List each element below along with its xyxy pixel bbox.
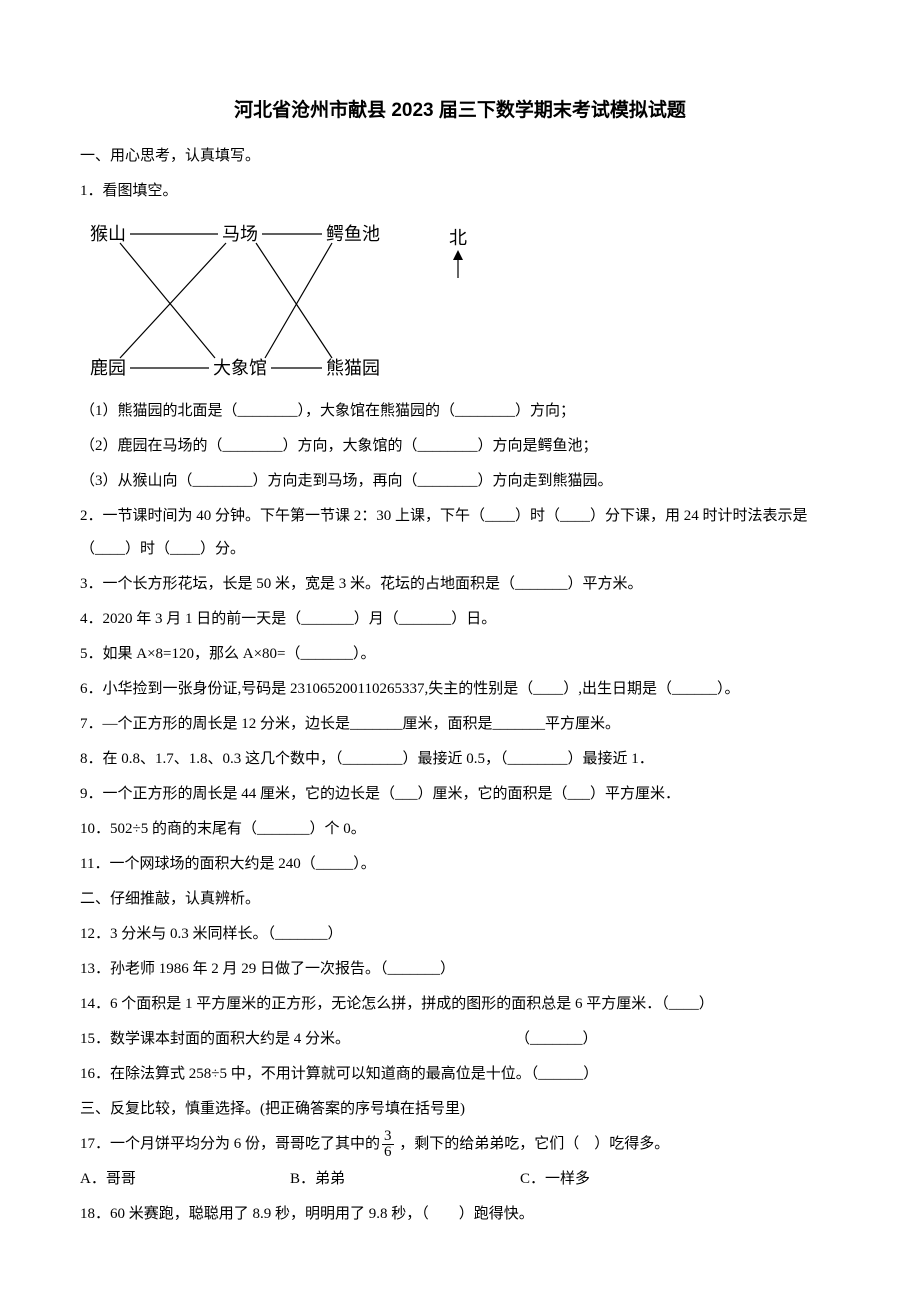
q17-option-c: C．一样多 [520, 1163, 840, 1196]
q17-option-a: A．哥哥 [80, 1163, 290, 1196]
q16: 16．在除法算式 258÷5 中，不用计算就可以知道商的最高位是十位。（____… [80, 1058, 840, 1091]
svg-text:鳄鱼池: 鳄鱼池 [326, 224, 380, 244]
q7: 7．—个正方形的周长是 12 分米，边长是_______厘米，面积是______… [80, 708, 840, 741]
svg-text:猴山: 猴山 [90, 224, 126, 244]
svg-text:马场: 马场 [222, 224, 258, 244]
q8: 8．在 0.8、1.7、1.8、0.3 这几个数中，（________）最接近 … [80, 743, 840, 776]
q6: 6．小华捡到一张身份证,号码是 231065200110265337,失主的性别… [80, 673, 840, 706]
q15: 15．数学课本封面的面积大约是 4 分米。 （_______） [80, 1023, 840, 1056]
svg-text:大象馆: 大象馆 [213, 358, 267, 378]
q17-before: 17．一个月饼平均分为 6 份，哥哥吃了其中的 [80, 1136, 380, 1152]
q17-option-b: B．弟弟 [290, 1163, 520, 1196]
q1-diagram: 猴山 马场 鳄鱼池鹿园 大象馆 熊猫园 北 [80, 216, 840, 391]
q2: 2．一节课时间为 40 分钟。下午第一节课 2：30 上课，下午（____）时（… [80, 500, 840, 566]
section-1-header: 一、用心思考，认真填写。 [80, 140, 840, 173]
q17-frac-num: 3 [382, 1129, 394, 1145]
q13: 13．孙老师 1986 年 2 月 29 日做了一次报告。（_______） [80, 953, 840, 986]
q3: 3．一个长方形花坛，长是 50 米，宽是 3 米。花坛的占地面积是（______… [80, 568, 840, 601]
q10: 10．502÷5 的商的末尾有（_______）个 0。 [80, 813, 840, 846]
exam-title: 河北省沧州市献县 2023 届三下数学期末考试模拟试题 [80, 90, 840, 132]
q1-sub3: （3）从猴山向（________）方向走到马场，再向（________）方向走到… [80, 465, 840, 498]
q9: 9．一个正方形的周长是 44 厘米，它的边长是（___）厘米，它的面积是（___… [80, 778, 840, 811]
q1-sub1: （1）熊猫园的北面是（________），大象馆在熊猫园的（________）方… [80, 395, 840, 428]
q18: 18．60 米赛跑，聪聪用了 8.9 秒，明明用了 9.8 秒，（ ）跑得快。 [80, 1198, 840, 1231]
q17-after: ，剩下的给弟弟吃，它们（ ）吃得多。 [396, 1136, 670, 1152]
q17-frac-den: 6 [382, 1145, 394, 1160]
svg-text:熊猫园: 熊猫园 [326, 358, 380, 378]
section-3-header: 三、反复比较，慎重选择。(把正确答案的序号填在括号里) [80, 1093, 840, 1126]
q11: 11．一个网球场的面积大约是 240（_____）。 [80, 848, 840, 881]
q17-fraction: 36 [382, 1129, 394, 1160]
q17-options: A．哥哥 B．弟弟 C．一样多 [80, 1163, 840, 1196]
q12: 12．3 分米与 0.3 米同样长。（_______） [80, 918, 840, 951]
q4: 4．2020 年 3 月 1 日的前一天是（_______）月（_______）… [80, 603, 840, 636]
q1-sub2: （2）鹿园在马场的（________）方向，大象馆的（________）方向是鳄… [80, 430, 840, 463]
q5: 5．如果 A×8=120，那么 A×80=（_______）。 [80, 638, 840, 671]
q14: 14．6 个面积是 1 平方厘米的正方形，无论怎么拼，拼成的图形的面积总是 6 … [80, 988, 840, 1021]
svg-text:鹿园: 鹿园 [90, 358, 126, 378]
q17-stem: 17．一个月饼平均分为 6 份，哥哥吃了其中的36 ，剩下的给弟弟吃，它们（ ）… [80, 1128, 840, 1161]
svg-text:北: 北 [449, 228, 467, 248]
section-2-header: 二、仔细推敲，认真辨析。 [80, 883, 840, 916]
q1-stem: 1．看图填空。 [80, 175, 840, 208]
